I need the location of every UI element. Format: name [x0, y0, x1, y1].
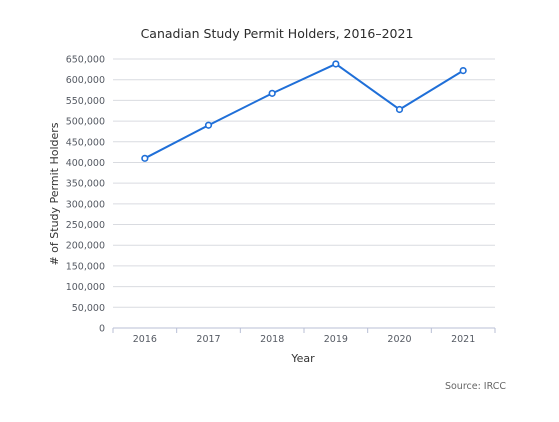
source-note: Source: IRCC	[445, 381, 506, 392]
x-axis-title: Year	[290, 352, 315, 365]
y-tick-label: 400,000	[66, 158, 105, 169]
y-tick-label: 100,000	[66, 282, 105, 293]
y-axis-ticks: 0 50,000 100,000 150,000 200,000 250,000 300,0…	[66, 55, 105, 335]
data-point	[141, 154, 149, 162]
y-tick-label: 0	[99, 324, 105, 335]
y-tick-label: 600,000	[66, 75, 105, 86]
x-axis-ticks: 2016 2017 2018 2019 2020 2021	[112, 327, 496, 345]
x-tick-label: 2020	[387, 334, 411, 345]
y-tick-label: 550,000	[66, 96, 105, 107]
y-tick-label: 200,000	[66, 241, 105, 252]
y-tick-label: 300,000	[66, 199, 105, 210]
data-point	[332, 60, 340, 68]
series-layer	[141, 60, 467, 162]
data-point	[268, 89, 276, 97]
x-tick-label: 2019	[324, 334, 348, 345]
y-tick-label: 350,000	[66, 179, 105, 190]
y-axis-title: # of Study Permit Holders	[48, 122, 61, 265]
x-tick-label: 2018	[260, 334, 284, 345]
data-point	[204, 121, 213, 129]
x-tick-label: 2016	[133, 334, 157, 345]
y-tick-label: 50,000	[72, 303, 105, 314]
data-point	[395, 105, 404, 114]
y-tick-label: 500,000	[66, 117, 105, 128]
gridlines	[113, 58, 495, 308]
y-tick-label: 450,000	[66, 137, 105, 148]
x-tick-label: 2021	[451, 334, 475, 345]
x-tick-label: 2017	[196, 334, 220, 345]
y-tick-label: 150,000	[66, 261, 105, 272]
y-tick-label: 650,000	[66, 55, 105, 66]
data-point	[459, 66, 467, 75]
y-tick-label: 250,000	[66, 220, 105, 231]
chart-title: Canadian Study Permit Holders, 2016–2021	[141, 26, 414, 41]
series-line	[144, 62, 464, 160]
